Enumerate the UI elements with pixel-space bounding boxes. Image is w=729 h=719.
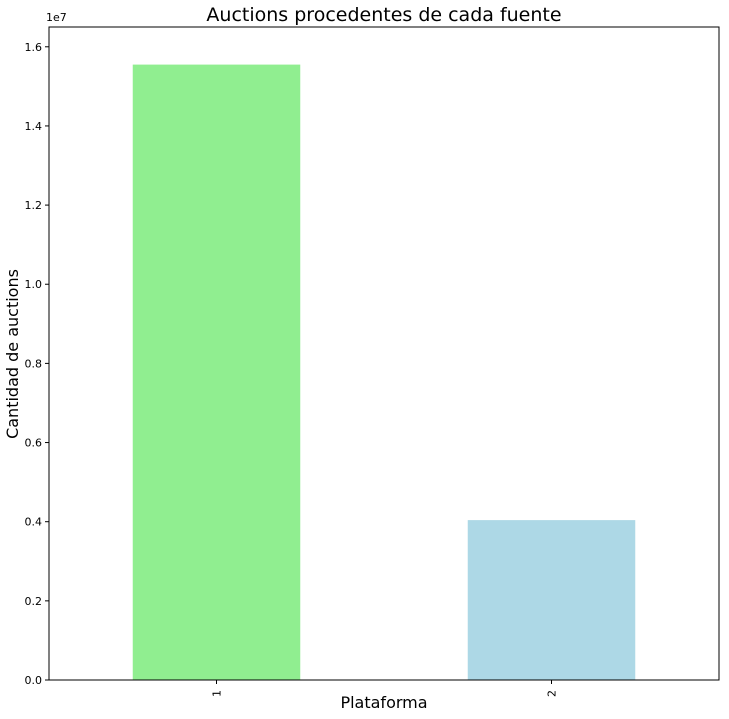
bar-platform-1 — [132, 64, 301, 681]
y-tick-label: 0.6 — [25, 437, 43, 450]
y-tick-label: 0.2 — [25, 595, 43, 608]
bars-group — [132, 64, 636, 681]
x-tick-label: 2 — [546, 690, 559, 697]
y-tick-label: 0.8 — [25, 357, 43, 370]
y-tick-label: 1.4 — [25, 120, 43, 133]
y-axis: 0.0 0.2 0.4 0.6 0.8 1.0 1.2 1.4 1.6 — [25, 41, 49, 687]
plot-frame — [48, 26, 720, 681]
y-tick-label: 1.2 — [25, 199, 43, 212]
y-axis-label: Cantidad de auctions — [3, 269, 22, 439]
y-tick-label: 1.0 — [25, 278, 43, 291]
y-tick-label: 1.6 — [25, 41, 43, 54]
y-tick-label: 0.4 — [25, 516, 43, 529]
y-tick-label: 0.0 — [25, 674, 43, 687]
bar-platform-2 — [467, 520, 636, 680]
x-axis-label: Plataforma — [340, 693, 427, 712]
x-tick-label: 1 — [211, 690, 224, 697]
y-offset-label: 1e7 — [46, 11, 67, 24]
chart-title: Auctions procedentes de cada fuente — [206, 4, 561, 26]
